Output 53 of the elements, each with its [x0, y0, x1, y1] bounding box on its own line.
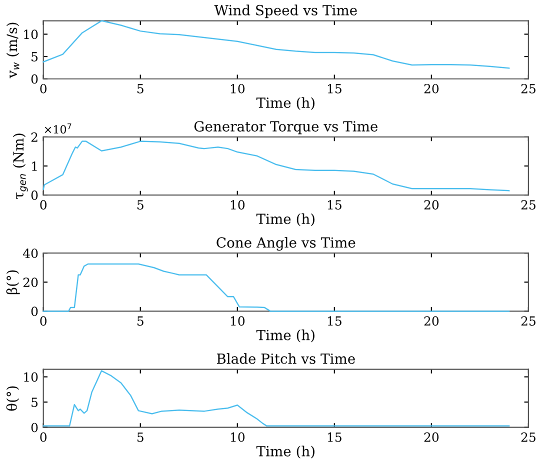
x-tick-label: 15 — [328, 200, 342, 210]
x-axis-title: Time (h) — [256, 446, 314, 458]
y-tick-label: 10 — [24, 372, 38, 382]
x-tick-label: 25 — [521, 200, 536, 210]
y-tick-label: 0 — [31, 306, 38, 316]
x-tick-label: 5 — [137, 84, 144, 94]
y-tick-label: 5 — [32, 398, 38, 408]
x-axis-title: Time (h) — [256, 330, 314, 342]
y-tick-label: 5 — [32, 52, 38, 62]
y-axis-title: τ$_{gen}$ (Nm) — [12, 134, 28, 200]
y-axis-title: v$_{w}$ (m/s) — [6, 22, 20, 78]
x-tick-label: 25 — [521, 432, 536, 442]
y-tick-label: 0 — [31, 190, 38, 200]
x-tick-label: 20 — [424, 200, 439, 210]
x-tick-label: 15 — [328, 432, 342, 442]
x-tick-label: 0 — [40, 200, 47, 210]
x-tick-label: 20 — [424, 316, 439, 326]
chart-title: Blade Pitch vs Time — [216, 353, 355, 364]
x-tick-label: 5 — [137, 316, 144, 326]
x-tick-label: 10 — [230, 200, 245, 210]
y-axis-title: β(°) — [6, 270, 20, 294]
x-axis-title: Time (h) — [256, 213, 314, 226]
x-tick-label: 20 — [424, 84, 439, 94]
line-series — [42, 20, 510, 69]
chart-title: Wind Speed vs Time — [214, 4, 357, 18]
line-series — [42, 370, 510, 426]
x-tick-label: 25 — [521, 84, 536, 94]
y-tick-label: 20 — [23, 278, 38, 288]
x-tick-label: 15 — [328, 316, 342, 326]
y-tick-label: 1 — [32, 161, 37, 171]
x-tick-label: 0 — [40, 432, 47, 442]
chart-title: Generator Torque vs Time — [194, 121, 378, 134]
x-tick-label: 10 — [230, 84, 245, 94]
y-tick-label: 0 — [31, 422, 38, 432]
line-series — [42, 263, 510, 312]
y-tick-label: 2 — [31, 132, 38, 142]
x-tick-label: 0 — [40, 316, 47, 326]
line-series — [42, 140, 510, 192]
x-tick-label: 10 — [230, 432, 245, 442]
x-tick-label: 5 — [137, 200, 144, 210]
x-tick-label: 15 — [328, 84, 342, 94]
y-tick-label: 10 — [24, 30, 38, 40]
y-axis-title: θ(°) — [6, 386, 20, 411]
y-tick-label: 0 — [31, 74, 38, 84]
x-tick-label: 0 — [40, 84, 47, 94]
text: ×10$^{7}$ — [44, 123, 72, 134]
x-tick-label: 5 — [137, 432, 144, 442]
chart-title: Cone Angle vs Time — [216, 237, 356, 251]
x-tick-label: 10 — [230, 316, 245, 326]
x-tick-label: 20 — [424, 432, 439, 442]
y-tick-label: 40 — [22, 248, 38, 258]
x-axis-title: Time (h) — [256, 97, 314, 110]
x-tick-label: 25 — [521, 316, 536, 326]
